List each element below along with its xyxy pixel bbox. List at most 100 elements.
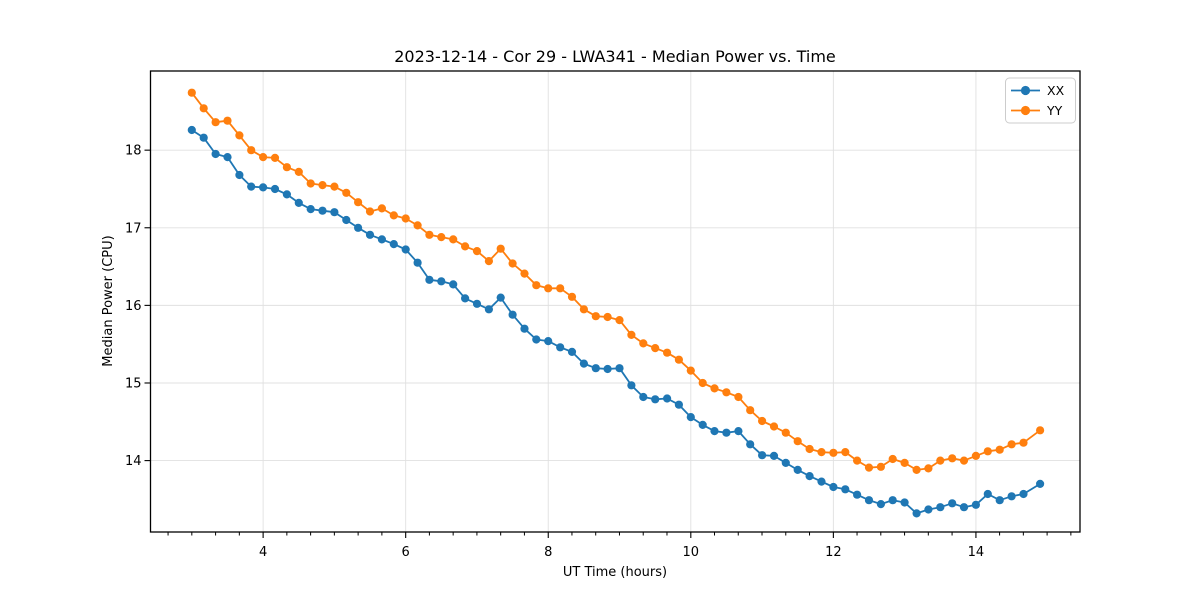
data-point-xx xyxy=(377,235,386,244)
data-point-yy xyxy=(354,198,363,207)
data-point-yy xyxy=(247,146,256,155)
data-point-yy xyxy=(674,355,684,364)
data-point-xx xyxy=(995,496,1004,505)
data-point-xx xyxy=(223,153,232,162)
data-point-yy xyxy=(864,463,874,472)
y-axis-label: Median Power (CPU) xyxy=(101,235,116,366)
data-point-xx xyxy=(615,364,624,373)
data-point-yy xyxy=(377,204,386,213)
data-point-yy xyxy=(817,448,826,457)
data-point-xx xyxy=(793,465,802,474)
data-point-yy xyxy=(270,153,280,162)
data-layer xyxy=(187,88,1045,518)
x-tick-label: 8 xyxy=(544,545,552,560)
data-point-yy xyxy=(461,242,470,251)
data-point-yy xyxy=(187,88,196,97)
data-point-yy xyxy=(995,445,1004,454)
data-point-xx xyxy=(936,503,945,512)
data-point-yy xyxy=(389,211,398,220)
legend-label-xx: XX xyxy=(1047,83,1065,98)
data-point-yy xyxy=(437,233,446,242)
data-point-xx xyxy=(769,451,779,460)
legend-item-xx: XX xyxy=(1011,83,1065,98)
data-point-yy xyxy=(948,454,957,463)
data-point-yy xyxy=(639,339,648,348)
data-point-yy xyxy=(888,454,897,464)
data-point-xx xyxy=(591,364,600,373)
tick-layer: 4 6 8 10 12 14 14 15 16 17 18 xyxy=(125,144,1072,560)
data-point-yy xyxy=(472,247,482,256)
data-point-yy xyxy=(1036,426,1045,435)
data-point-xx xyxy=(567,347,577,356)
data-point-yy xyxy=(567,292,577,301)
data-point-yy xyxy=(199,104,208,113)
data-point-yy xyxy=(259,153,268,162)
data-point-yy xyxy=(556,284,565,293)
data-point-xx xyxy=(888,496,897,505)
data-point-yy xyxy=(1019,438,1028,447)
y-tick-label: 17 xyxy=(125,221,142,236)
data-point-xx xyxy=(603,364,612,374)
data-point-yy xyxy=(698,378,707,388)
data-point-xx xyxy=(508,310,517,319)
data-point-yy xyxy=(211,118,220,127)
data-point-xx xyxy=(413,258,422,267)
data-point-yy xyxy=(924,464,933,473)
data-point-yy xyxy=(615,316,624,325)
data-point-xx xyxy=(876,500,886,509)
data-point-yy xyxy=(841,448,850,457)
data-point-yy xyxy=(829,448,838,457)
data-point-yy xyxy=(508,259,517,268)
data-point-xx xyxy=(579,359,589,368)
data-point-xx xyxy=(912,509,921,518)
data-point-xx xyxy=(354,223,363,232)
data-point-yy xyxy=(734,392,743,402)
data-point-xx xyxy=(698,420,707,429)
x-tick-label: 10 xyxy=(683,545,700,560)
data-point-yy xyxy=(686,366,695,375)
legend-label-yy: YY xyxy=(1046,103,1063,118)
data-point-xx xyxy=(437,277,446,286)
data-point-xx xyxy=(746,440,755,449)
data-point-xx xyxy=(1007,492,1016,501)
data-point-xx xyxy=(461,294,470,303)
data-point-yy xyxy=(758,416,767,426)
data-point-xx xyxy=(971,500,981,509)
data-point-yy xyxy=(591,312,600,321)
data-point-xx xyxy=(496,293,505,302)
data-point-yy xyxy=(484,257,493,266)
data-point-xx xyxy=(282,190,291,199)
legend-box xyxy=(1005,77,1076,124)
data-point-xx xyxy=(532,335,541,344)
data-point-xx xyxy=(401,245,410,254)
data-point-xx xyxy=(710,427,719,436)
data-point-yy xyxy=(520,269,529,278)
data-point-yy xyxy=(627,330,636,339)
data-point-xx xyxy=(520,324,529,333)
legend: XX YY xyxy=(1005,77,1076,124)
legend-item-yy: YY xyxy=(1011,103,1063,118)
data-point-xx xyxy=(805,472,814,481)
data-point-xx xyxy=(365,230,375,239)
x-tick-label: 4 xyxy=(259,545,267,560)
data-point-xx xyxy=(948,499,957,508)
data-point-yy xyxy=(282,163,291,172)
data-point-xx xyxy=(330,208,339,217)
data-point-xx xyxy=(199,133,208,142)
data-point-xx xyxy=(425,275,434,284)
data-point-yy xyxy=(413,221,422,230)
data-point-yy xyxy=(401,214,410,223)
data-point-xx xyxy=(817,477,826,486)
x-tick-label: 12 xyxy=(825,545,842,560)
data-point-xx xyxy=(1036,479,1045,488)
data-point-yy xyxy=(532,281,541,290)
series-line-yy xyxy=(190,91,1041,471)
data-point-yy xyxy=(579,305,589,314)
data-point-xx xyxy=(187,125,196,135)
data-point-xx xyxy=(663,394,672,403)
data-point-xx xyxy=(1019,489,1028,499)
x-axis-label: UT Time (hours) xyxy=(563,565,667,580)
data-point-yy xyxy=(425,230,434,239)
data-point-yy xyxy=(1007,440,1016,449)
